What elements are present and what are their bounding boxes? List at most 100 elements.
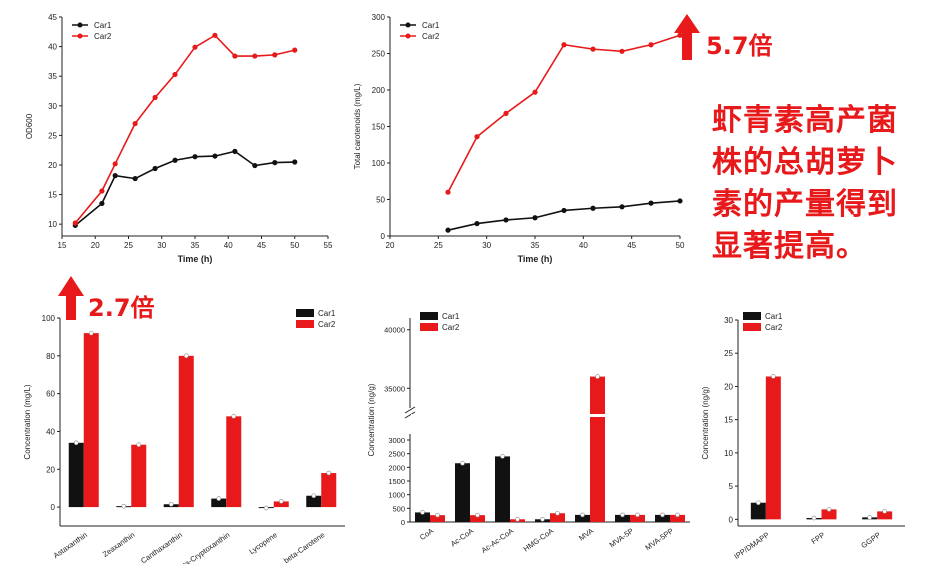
y-tick-label: 0 xyxy=(401,518,405,527)
data-point xyxy=(445,227,451,233)
y-tick-label: 20 xyxy=(46,465,55,474)
data-point xyxy=(292,47,298,53)
data-point xyxy=(252,53,258,59)
legend-label: Car1 xyxy=(442,312,460,321)
data-point xyxy=(619,48,625,54)
replicate-point xyxy=(435,512,440,518)
y-tick-label: 10 xyxy=(48,220,57,229)
replicate-point xyxy=(660,512,665,518)
data-point xyxy=(212,153,218,159)
bar-car1 xyxy=(615,514,630,522)
bar-car2 xyxy=(550,513,565,522)
bar-car2 xyxy=(877,511,893,520)
y-tick-label: 100 xyxy=(42,314,56,323)
legend-label: Car1 xyxy=(318,309,336,318)
y-tick-label: 45 xyxy=(48,13,57,22)
data-point xyxy=(192,154,198,160)
legend-swatch xyxy=(420,312,438,320)
data-point xyxy=(648,200,654,206)
bar-car2 xyxy=(131,444,147,508)
x-tick-label: 35 xyxy=(191,241,200,250)
bar-car2 xyxy=(178,355,194,508)
series-line-car2 xyxy=(447,34,681,193)
replicate-point xyxy=(73,440,79,446)
legend-label: Car2 xyxy=(318,320,336,329)
replicate-point xyxy=(756,500,761,506)
legend-label: Car1 xyxy=(94,21,112,30)
legend-marker xyxy=(405,22,411,28)
data-point xyxy=(677,198,683,204)
growth-od-chart: 15 20 25 30 35 40 45 50 55 10 15 20 25 30 35 40 45 Time (… xyxy=(25,13,333,264)
category-label: Canthaxanthin xyxy=(139,530,184,564)
bar-car2 xyxy=(470,515,485,522)
data-point xyxy=(252,162,258,169)
increase-arrow-icon xyxy=(58,276,84,320)
replicate-point xyxy=(183,353,189,359)
legend-marker xyxy=(405,33,411,39)
legend-swatch xyxy=(420,323,438,331)
y-tick-label: 2000 xyxy=(388,463,405,472)
replicate-point xyxy=(326,470,332,476)
x-tick-label: 30 xyxy=(157,241,166,250)
replicate-point xyxy=(500,454,505,459)
legend-swatch xyxy=(296,320,314,328)
bar-car1 xyxy=(495,456,510,522)
y-tick-label: 300 xyxy=(372,13,386,22)
y-tick-label: 60 xyxy=(46,390,55,399)
bar-car1 xyxy=(655,514,670,522)
replicate-point xyxy=(635,512,640,518)
replicate-point xyxy=(311,493,317,499)
category-label: beta-Carotene xyxy=(282,530,326,564)
category-label: beta-Cryptoxanthin xyxy=(174,530,231,564)
data-point xyxy=(152,165,158,172)
y-tick-label: 3000 xyxy=(388,436,405,445)
bar-car1 xyxy=(211,498,227,508)
series-line-car1 xyxy=(74,150,295,226)
replicate-point xyxy=(675,512,680,518)
bar-car1 xyxy=(575,514,590,522)
legend-swatch xyxy=(296,309,314,317)
data-point xyxy=(648,42,654,48)
fold-increase-carotenoids: 5.7倍 xyxy=(706,32,773,60)
category-label: MVA-5P xyxy=(608,526,636,549)
total-carotenoids-chart: 20 25 30 35 40 45 50 0 50 100 150 200 250 300 Time (h)… xyxy=(353,13,685,264)
legend-swatch xyxy=(743,323,761,331)
x-tick-label: 45 xyxy=(257,241,266,250)
data-point xyxy=(532,89,538,95)
data-point xyxy=(132,120,138,127)
bar-car2 xyxy=(670,514,685,522)
category-label: GGPP xyxy=(859,530,882,550)
bar-car1 xyxy=(455,463,470,522)
x-tick-label: 30 xyxy=(482,241,491,250)
replicate-point xyxy=(168,501,174,507)
legend-label: Car2 xyxy=(94,32,112,41)
y-axis-label: Concentration (ng/g) xyxy=(367,383,376,456)
x-tick-label: 40 xyxy=(579,241,588,250)
x-axis-label: Time (h) xyxy=(518,254,553,264)
bar-car2 xyxy=(273,501,289,508)
data-point xyxy=(474,220,480,227)
data-point xyxy=(152,94,158,101)
x-tick-label: 50 xyxy=(290,241,299,250)
legend-swatch xyxy=(743,312,761,320)
data-point xyxy=(192,44,198,50)
replicate-point xyxy=(882,509,887,514)
x-tick-label: 25 xyxy=(124,241,133,250)
legend-label: Car2 xyxy=(765,323,783,332)
y-tick-label: 150 xyxy=(372,123,386,132)
y-tick-label: 15 xyxy=(724,416,733,425)
replicate-point xyxy=(121,503,127,509)
bar-car2 xyxy=(821,509,837,520)
y-axis-label: Total carotenoids (mg/L) xyxy=(353,83,362,169)
bar-car2 xyxy=(630,514,645,522)
data-point xyxy=(232,148,238,154)
y-tick-label: 1000 xyxy=(388,491,405,500)
data-point xyxy=(474,134,480,140)
y-tick-label: 15 xyxy=(48,191,57,200)
legend-label: Car1 xyxy=(422,21,440,30)
category-label: IPP/DMAPP xyxy=(732,530,771,561)
mva-metabolites-chart: 0 500 1000 1500 2000 2500 3000 35000 40000 Concen… xyxy=(367,312,691,555)
y-tick-label: 1500 xyxy=(388,477,405,486)
replicate-point xyxy=(620,512,625,518)
data-point xyxy=(590,46,596,52)
